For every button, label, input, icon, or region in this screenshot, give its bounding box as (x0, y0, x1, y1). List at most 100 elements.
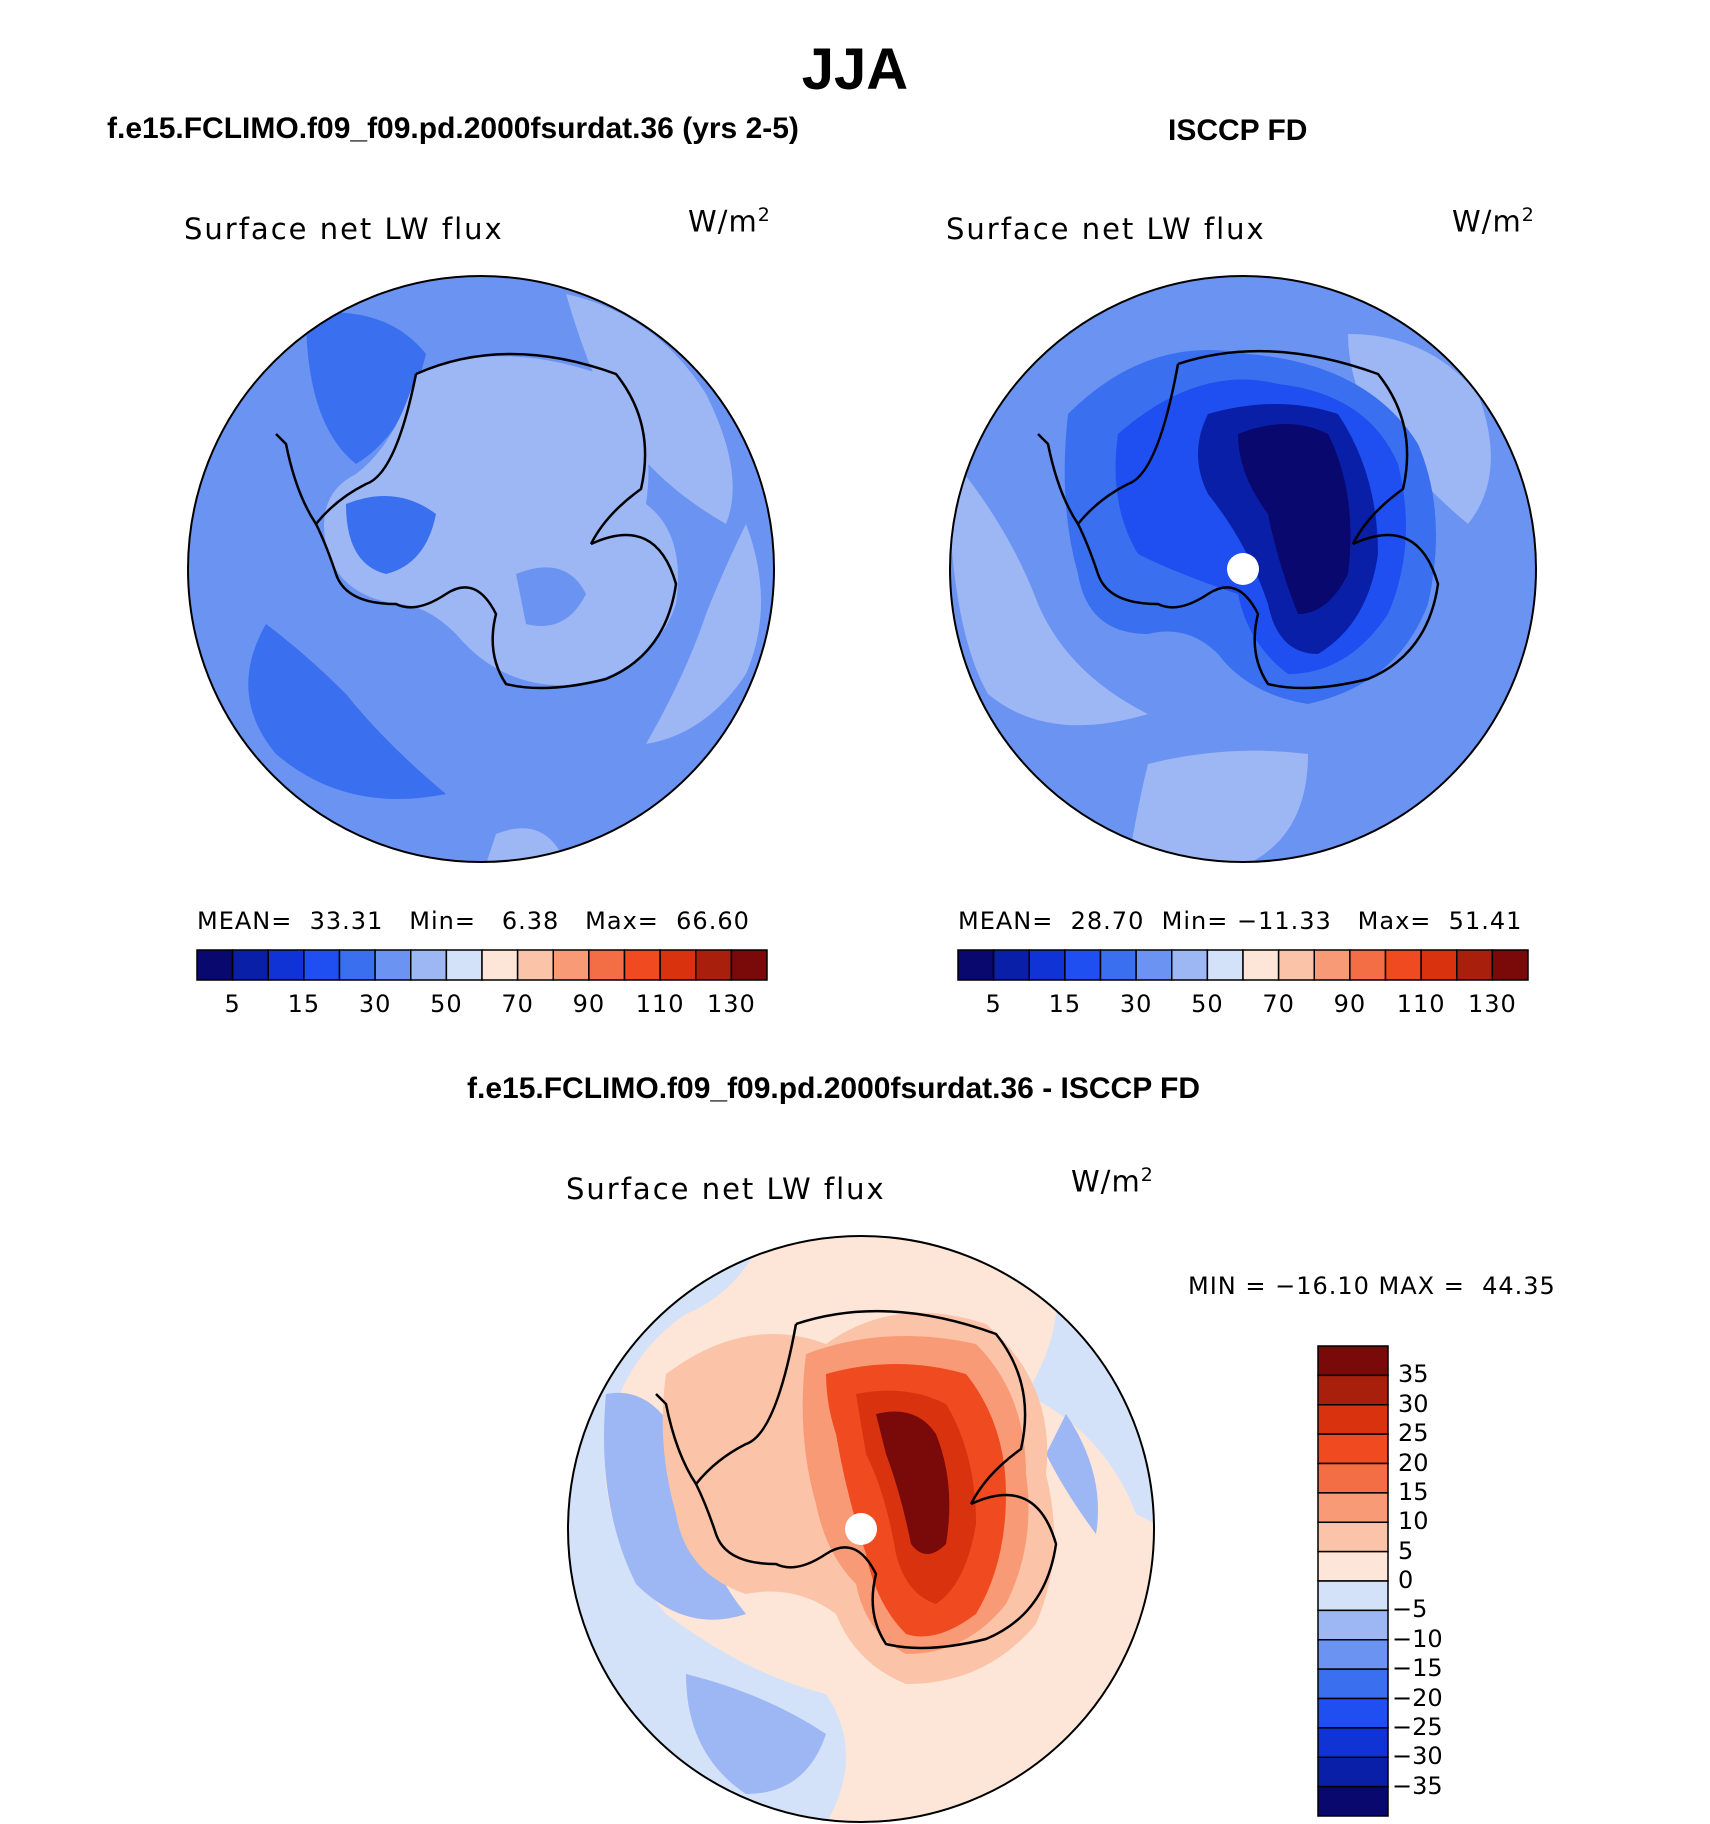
diff-colorbar-tick-label: −35 (1392, 1771, 1443, 1800)
model-colorbar-box-1 (231, 949, 269, 981)
diff-colorbar-tick-label: −15 (1392, 1654, 1443, 1683)
model-colorbar-tick-label: 70 (501, 990, 534, 1018)
diff-colorbar-box-5 (1317, 1492, 1389, 1523)
diff-colorbar-tick-label: −25 (1392, 1712, 1443, 1741)
diff-colorbar (1317, 1345, 1389, 1817)
diff-colorbar-box-2 (1317, 1404, 1389, 1435)
obs-colorbar-box-15 (1491, 949, 1529, 981)
obs-case-title: ISCCP FD (1168, 114, 1308, 147)
diff-colorbar-tick-label: −10 (1392, 1624, 1443, 1653)
obs-polar-map (949, 275, 1537, 863)
diff-colorbar-tick-label: −30 (1392, 1742, 1443, 1771)
obs-colorbar-tick-label: 90 (1333, 990, 1367, 1018)
model-colorbar-tick-label: 50 (430, 990, 463, 1018)
obs-variable-label: Surface net LW flux (946, 212, 1266, 246)
obs-colorbar-box-4 (1099, 949, 1137, 981)
model-colorbar-box-15 (730, 949, 768, 981)
obs-colorbar-tick-label: 110 (1396, 990, 1446, 1018)
model-case-title: f.e15.FCLIMO.f09_f09.pd.2000fsurdat.36 (… (107, 112, 799, 145)
diff-colorbar-tick-label: 30 (1398, 1389, 1429, 1418)
model-colorbar-box-12 (623, 949, 661, 981)
model-colorbar-box-9 (516, 949, 554, 981)
obs-colorbar-box-10 (1313, 949, 1351, 981)
obs-colorbar-box-11 (1349, 949, 1387, 981)
diff-stats: MIN = −16.10 MAX = 44.35 (1188, 1272, 1556, 1300)
diff-colorbar-tick-label: −5 (1392, 1595, 1428, 1624)
obs-colorbar-tick-label: 50 (1191, 990, 1224, 1018)
model-colorbar-box-2 (267, 949, 305, 981)
model-colorbar-ticks: 5 15 30 50 70 90 110 130 (197, 990, 767, 1020)
obs-colorbar-box-9 (1277, 949, 1315, 981)
obs-colorbar-ticks: 5 15 30 50 70 90 110 130 (958, 990, 1528, 1020)
diff-colorbar-tick-label: 15 (1398, 1477, 1429, 1506)
model-colorbar-tick-label: 90 (572, 990, 606, 1018)
model-colorbar-tick-label: 5 (224, 990, 241, 1018)
diff-colorbar-tick-label: 20 (1398, 1448, 1429, 1477)
obs-colorbar-box-12 (1384, 949, 1422, 981)
diff-polar-map (567, 1235, 1155, 1823)
obs-colorbar-box-8 (1242, 949, 1280, 981)
diff-colorbar-box-3 (1317, 1433, 1389, 1465)
obs-colorbar-box-7 (1206, 949, 1244, 981)
diff-colorbar-box-8 (1317, 1580, 1389, 1612)
obs-colorbar-box-5 (1135, 949, 1173, 981)
model-stats: MEAN= 33.31 Min= 6.38 Max= 66.60 (197, 907, 750, 935)
model-colorbar-tick-label: 30 (358, 990, 392, 1018)
diff-colorbar-box-7 (1317, 1550, 1389, 1582)
diff-colorbar-tick-label: 5 (1398, 1536, 1414, 1565)
obs-units-label: W/m2 (1452, 204, 1535, 239)
obs-colorbar-tick-label: 30 (1119, 990, 1153, 1018)
diff-colorbar-box-6 (1317, 1521, 1389, 1553)
main-title: JJA (801, 37, 909, 102)
model-colorbar-box-5 (374, 949, 412, 981)
model-colorbar-box-10 (552, 949, 590, 981)
model-units-label: W/m2 (688, 204, 771, 239)
model-colorbar-tick-label: 130 (706, 990, 756, 1018)
model-variable-label: Surface net LW flux (184, 212, 504, 246)
obs-colorbar-box-1 (992, 949, 1030, 981)
diff-colorbar-box-13 (1317, 1727, 1389, 1758)
model-colorbar (196, 949, 768, 981)
model-colorbar-box-11 (588, 949, 626, 981)
diff-colorbar-box-0 (1317, 1345, 1389, 1377)
obs-colorbar-box-0 (957, 949, 995, 981)
diff-colorbar-box-15 (1317, 1785, 1389, 1817)
diff-colorbar-box-9 (1317, 1609, 1389, 1641)
diff-colorbar-box-11 (1317, 1668, 1389, 1700)
diff-colorbar-tick-label: 25 (1398, 1419, 1429, 1448)
obs-stats: MEAN= 28.70 Min= −11.33 Max= 51.41 (958, 907, 1523, 935)
diff-colorbar-tick-label: 10 (1398, 1507, 1429, 1536)
obs-colorbar-box-14 (1456, 949, 1494, 981)
diff-colorbar-box-4 (1317, 1462, 1389, 1494)
model-colorbar-box-7 (445, 949, 483, 981)
obs-colorbar-box-2 (1028, 949, 1066, 981)
model-colorbar-box-6 (410, 949, 448, 981)
obs-colorbar-tick-label: 70 (1262, 990, 1295, 1018)
model-colorbar-box-4 (338, 949, 376, 981)
diff-variable-label: Surface net LW flux (566, 1172, 886, 1206)
diff-colorbar-box-14 (1317, 1756, 1389, 1788)
obs-colorbar-tick-label: 130 (1467, 990, 1517, 1018)
model-colorbar-tick-label: 110 (635, 990, 685, 1018)
model-colorbar-tick-label: 15 (287, 990, 321, 1018)
diff-colorbar-box-1 (1317, 1374, 1389, 1406)
diff-units-label: W/m2 (1071, 1164, 1154, 1199)
obs-colorbar-box-3 (1064, 949, 1102, 981)
model-colorbar-box-14 (695, 949, 733, 981)
diff-colorbar-tick-label: 0 (1398, 1566, 1414, 1594)
diff-colorbar-box-12 (1317, 1697, 1389, 1729)
model-colorbar-box-13 (659, 949, 697, 981)
model-colorbar-box-8 (481, 949, 519, 981)
model-colorbar-box-3 (303, 949, 341, 981)
obs-colorbar-box-13 (1420, 949, 1458, 981)
diff-colorbar-ticks: 35 30 25 20 15 10 5 0 −5 −10 −15 −20 −25 −30 −35 (1392, 1346, 1518, 1816)
obs-colorbar-tick-label: 15 (1048, 990, 1082, 1018)
diff-colorbar-tick-label: 35 (1398, 1360, 1429, 1389)
diff-colorbar-box-10 (1317, 1639, 1389, 1670)
obs-colorbar (957, 949, 1529, 981)
obs-colorbar-tick-label: 5 (985, 990, 1002, 1018)
obs-colorbar-box-6 (1171, 949, 1209, 981)
model-polar-map (187, 275, 775, 863)
model-colorbar-box-0 (196, 949, 234, 981)
diff-colorbar-tick-label: −20 (1392, 1683, 1443, 1712)
